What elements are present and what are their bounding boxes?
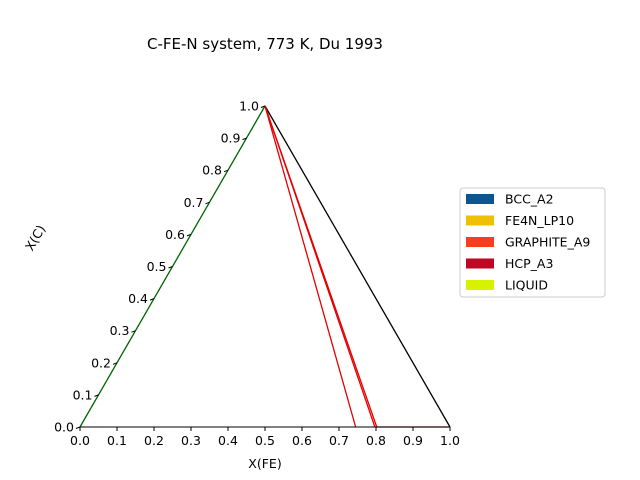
y-tick-10 — [260, 105, 266, 108]
y-tick-8 — [223, 169, 229, 173]
legend-label-3: HCP_A3 — [505, 256, 553, 271]
legend-label-0: BCC_A2 — [505, 192, 554, 207]
y-axis-label: X(C) — [22, 222, 49, 253]
y-tick-0 — [75, 426, 81, 429]
x-tick-label-10: 1.0 — [440, 433, 460, 448]
legend-label-2: GRAPHITE_A9 — [505, 235, 590, 250]
line-2 — [264, 105, 357, 428]
y-tick-4 — [149, 298, 155, 301]
legend-box — [459, 187, 606, 298]
y-tick-label-9: 0.9 — [221, 131, 241, 146]
y-tick-1 — [94, 394, 99, 397]
x-axis-label: X(FE) — [248, 456, 281, 471]
x-tick-label-0: 0.0 — [70, 433, 90, 448]
axes: 0.0 0.1 0.2 0.3 0.4 0.5 0.6 0.7 0.8 0.9 1.0 0.0 0.1 0… — [54, 99, 460, 449]
x-tick-label-3: 0.3 — [181, 433, 201, 448]
legend-swatch-3 — [466, 258, 494, 269]
x-tick-label-8: 0.8 — [366, 433, 386, 448]
x-tick-label-1: 0.1 — [107, 433, 127, 448]
y-tick-label-6: 0.6 — [165, 227, 185, 242]
y-tick-label-3: 0.3 — [110, 323, 130, 338]
line-4 — [264, 105, 378, 428]
legend-swatch-0 — [466, 194, 494, 204]
plot-lines — [79, 105, 451, 428]
x-tick-label-6: 0.6 — [292, 433, 312, 448]
y-tick-2 — [112, 362, 118, 365]
y-tick-3 — [131, 330, 136, 333]
y-tick-9 — [242, 137, 247, 141]
y-tick-label-8: 0.8 — [202, 163, 222, 178]
x-tick-label-5: 0.5 — [255, 433, 275, 448]
y-tick-5 — [168, 266, 173, 269]
y-tick-7 — [205, 201, 210, 205]
x-tick-label-4: 0.4 — [218, 433, 238, 448]
legend: BCC_A2 FE4N_LP10 GRAPHITE_A9 HCP_A3 LIQUID — [459, 187, 606, 298]
legend-swatch-1 — [466, 215, 494, 226]
line-0 — [264, 105, 451, 428]
legend-swatch-2 — [466, 237, 494, 247]
x-tick-label-7: 0.7 — [329, 433, 349, 448]
legend-label-1: FE4N_LP10 — [505, 213, 574, 228]
x-tick-label-9: 0.9 — [403, 433, 423, 448]
y-tick-label-5: 0.5 — [147, 259, 167, 274]
y-tick-label-2: 0.2 — [91, 355, 111, 370]
y-tick-label-0: 0.0 — [54, 420, 74, 435]
y-tick-label-10: 1.0 — [239, 99, 259, 114]
y-tick-label-7: 0.7 — [184, 195, 204, 210]
x-tick-label-2: 0.2 — [144, 433, 164, 448]
y-tick-6 — [186, 233, 192, 237]
y-tick-label-1: 0.1 — [73, 387, 93, 402]
y-tick-label-4: 0.4 — [128, 291, 148, 306]
chart-title: C-FE-N system, 773 K, Du 1993 — [147, 35, 383, 53]
legend-swatch-4 — [466, 280, 494, 290]
legend-label-4: LIQUID — [505, 278, 548, 293]
